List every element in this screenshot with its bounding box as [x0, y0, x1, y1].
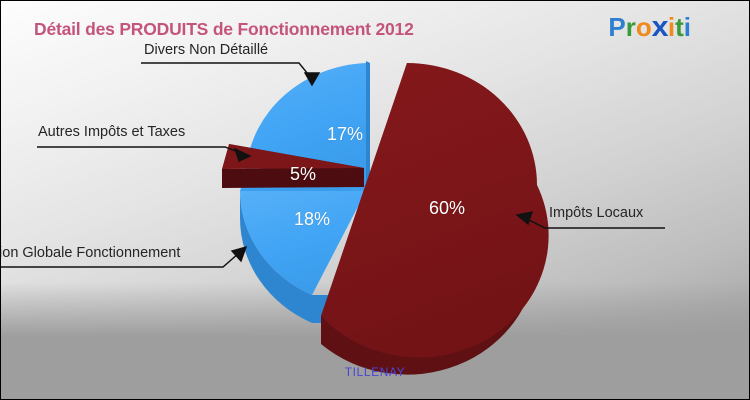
slice-autres-top [222, 144, 364, 169]
pct-autres: 5% [290, 164, 317, 184]
logo-letter-t: t [675, 12, 684, 42]
proxiti-logo: Proxiti [608, 13, 691, 42]
pct-dotation: 18% [294, 209, 331, 229]
label-autres-impots-et-taxes: Autres Impôts et Taxes [38, 124, 186, 140]
leader-impots [526, 218, 665, 229]
arrow-autres-icon [233, 147, 252, 162]
slice-dotation-top [240, 191, 366, 295]
slice-impots-locaux [321, 63, 549, 375]
pct-impots: 60% [429, 198, 466, 218]
logo-letter-p: P [608, 12, 626, 42]
leader-divers [141, 62, 313, 80]
callout-lines [1, 62, 665, 268]
arrow-dotation-icon [230, 245, 248, 263]
slice-autres-impots-et-taxes [222, 144, 364, 188]
label-divers-non-detaille: Divers Non Détaillé [144, 42, 269, 58]
logo-letter-i1: i [667, 12, 676, 42]
logo-letter-o: o [635, 12, 652, 42]
leader-autres [37, 146, 242, 154]
slice-divers-wall [366, 61, 370, 191]
label-dotation-globale-fonctionnement: tion Globale Fonctionnement [0, 245, 181, 261]
logo-letter-r: r [625, 12, 636, 42]
pct-divers: 17% [327, 124, 364, 144]
arrow-impots-icon [515, 211, 534, 226]
chart-caption: TILLENAY [344, 365, 406, 379]
logo-letter-i2: i [683, 12, 691, 42]
leader-dotation [1, 252, 240, 268]
slice-autres-side-b [222, 168, 364, 188]
slice-impots-top [321, 63, 549, 358]
page-title: Détail des PRODUITS de Fonctionnement 20… [34, 19, 414, 39]
slice-dotation-side [240, 191, 312, 323]
arrow-divers-icon [303, 72, 321, 87]
logo-letter-x: x [651, 11, 669, 43]
label-impots-locaux: Impôts Locaux [549, 205, 644, 221]
